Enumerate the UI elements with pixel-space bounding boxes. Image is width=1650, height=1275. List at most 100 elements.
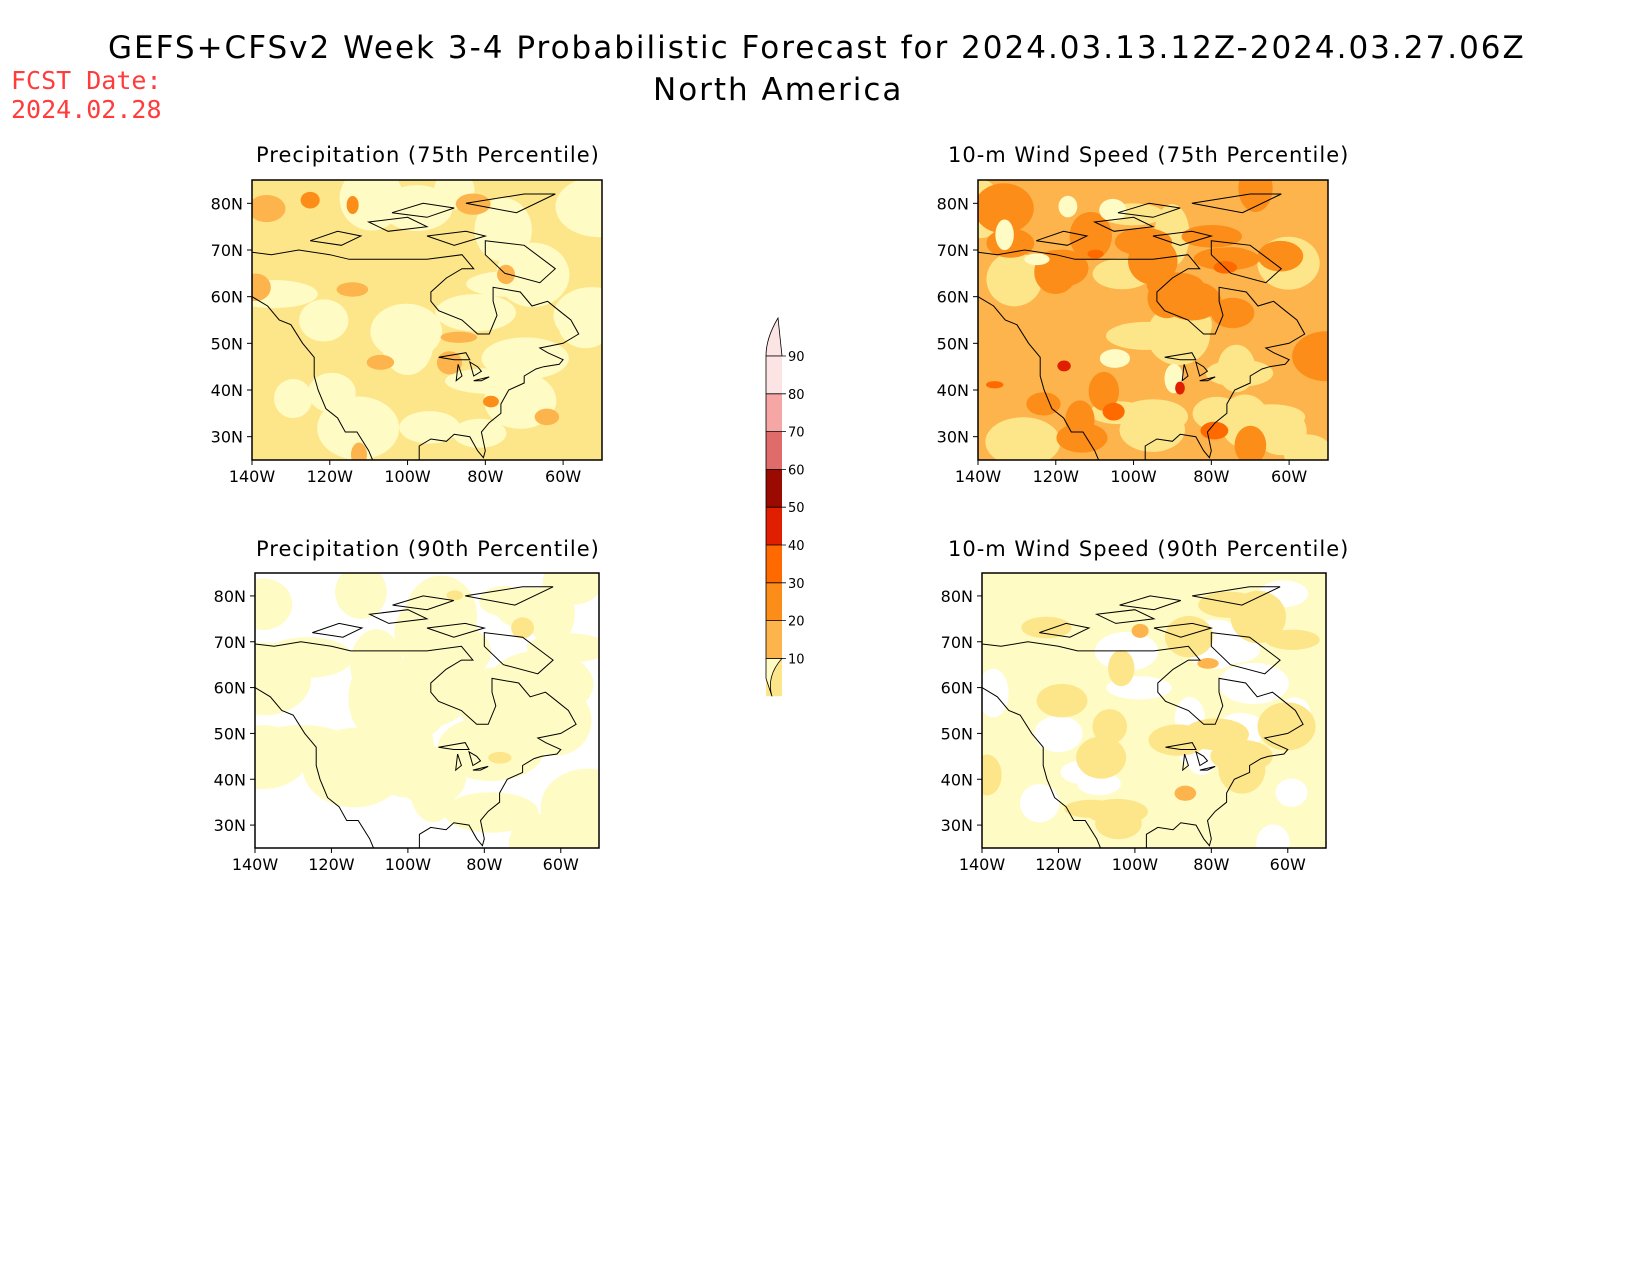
coast-feature [1191, 193, 1282, 214]
lat-tick-label: 70N [937, 241, 969, 260]
shade-patch [299, 299, 349, 342]
panel-title-precip75: Precipitation (75th Percentile) [256, 143, 600, 167]
shade-patch [978, 183, 1034, 234]
coastline [978, 249, 1306, 460]
lon-tick-label: 100W [384, 467, 431, 486]
lon-tick-label: 140W [955, 467, 1002, 486]
shade-patch [1058, 195, 1078, 218]
colorbar-label: 50 [788, 501, 805, 516]
colorbar-label: 20 [788, 615, 805, 630]
coast-feature [1094, 609, 1156, 624]
lon-tick-label: 60W [545, 467, 581, 486]
map-frame [977, 179, 1329, 461]
shade-patch [532, 712, 580, 755]
map-panel-precip90: 80N 70N 60N 50N 40N 30N 140W 120W 100W 80W 60W [214, 572, 600, 874]
shade-patch [394, 594, 478, 671]
coast-feature [366, 216, 429, 232]
coast-feature [473, 376, 490, 382]
coastline [255, 641, 577, 848]
coast-feature [1210, 240, 1283, 284]
coast-feature [1194, 360, 1209, 377]
shade-patch [1118, 399, 1189, 434]
shade-patch [985, 381, 1004, 389]
shade-patch [273, 378, 313, 419]
shade-patch [1218, 744, 1266, 794]
shade-patch [440, 331, 478, 343]
lat-tick-label: 70N [214, 633, 246, 652]
coast-feature [1117, 202, 1181, 218]
lon-tick-label: 60W [543, 855, 579, 874]
shade-patch [1088, 371, 1120, 411]
colorbar-label: 60 [788, 463, 805, 478]
shade-patch [985, 417, 1061, 460]
lat-tick-label: 30N [211, 428, 243, 447]
shade-patch [255, 670, 290, 712]
shade-patch [370, 303, 443, 360]
region-subtitle: North America [653, 72, 904, 108]
shade-patch [995, 219, 1014, 251]
lat-tick-label: 30N [937, 428, 969, 447]
colorbar-segment [766, 545, 782, 583]
shade-patch [483, 395, 499, 408]
shade-patch [1211, 297, 1255, 329]
shade-patch [982, 668, 1009, 718]
shade-patch [317, 396, 400, 460]
lat-tick-label: 40N [941, 770, 973, 789]
colorbar: 10 20 30 40 50 60 70 80 90 [765, 316, 805, 697]
shade-patch [1102, 402, 1125, 421]
shade-patch [1026, 392, 1061, 416]
shade-patch [452, 418, 507, 448]
lon-tick-label: 120W [1033, 467, 1080, 486]
coast-feature [367, 609, 429, 624]
shade-patch [300, 191, 320, 209]
map-panel-wind90: 80N 70N 60N 50N 40N 30N 140W 120W 100W 80W 60W [941, 572, 1327, 874]
coast-feature [1036, 230, 1089, 246]
panel-title-wind90: 10-m Wind Speed (90th Percentile) [948, 537, 1350, 561]
shade-patch [1099, 198, 1127, 222]
coast-feature [472, 765, 489, 771]
shade-patch [466, 271, 553, 297]
shade-patch [350, 629, 404, 702]
shade-patch [255, 578, 293, 631]
shade-patch [572, 802, 599, 848]
coast-feature [468, 750, 482, 767]
shade-patch [1275, 778, 1308, 807]
shade-patch [366, 354, 395, 370]
coast-feature [483, 632, 554, 675]
main-title: GEFS+CFSv2 Week 3-4 Probabilistic Foreca… [108, 30, 1526, 66]
shade-patch [474, 197, 532, 262]
lon-tick-label: 100W [1112, 855, 1159, 874]
shade-patch [1147, 277, 1187, 319]
lat-tick-label: 60N [941, 679, 973, 698]
lat-tick-label: 80N [937, 194, 969, 213]
shade-patch [399, 411, 460, 444]
coast-feature [438, 352, 471, 361]
shade-patch [1257, 240, 1304, 272]
coast-feature [1199, 376, 1216, 382]
shade-patch [1197, 658, 1219, 669]
lon-tick-label: 120W [307, 467, 354, 486]
shade-patch [1092, 709, 1128, 745]
shade-patch [336, 282, 369, 297]
lat-tick-label: 80N [214, 587, 246, 606]
lon-tick-label: 100W [385, 855, 432, 874]
coast-feature [468, 360, 483, 377]
shade-patch [1099, 349, 1131, 368]
shade-patch [1065, 400, 1095, 440]
lat-tick-label: 50N [214, 724, 246, 743]
coast-feature [1210, 632, 1281, 675]
shade-patch [1069, 211, 1113, 261]
fcst-date-label: FCST Date: [11, 66, 162, 95]
shade-patch [542, 573, 599, 605]
shade-patch [488, 751, 512, 764]
coast-feature [310, 230, 363, 246]
coast-feature [391, 202, 455, 218]
lat-tick-label: 40N [211, 381, 243, 400]
shade-patch [1148, 724, 1208, 756]
shade-patch [1218, 662, 1289, 705]
lat-tick-label: 30N [941, 816, 973, 835]
colorbar-label: 90 [788, 350, 805, 365]
lon-tick-label: 120W [1035, 855, 1082, 874]
shade-patch [1131, 623, 1149, 638]
